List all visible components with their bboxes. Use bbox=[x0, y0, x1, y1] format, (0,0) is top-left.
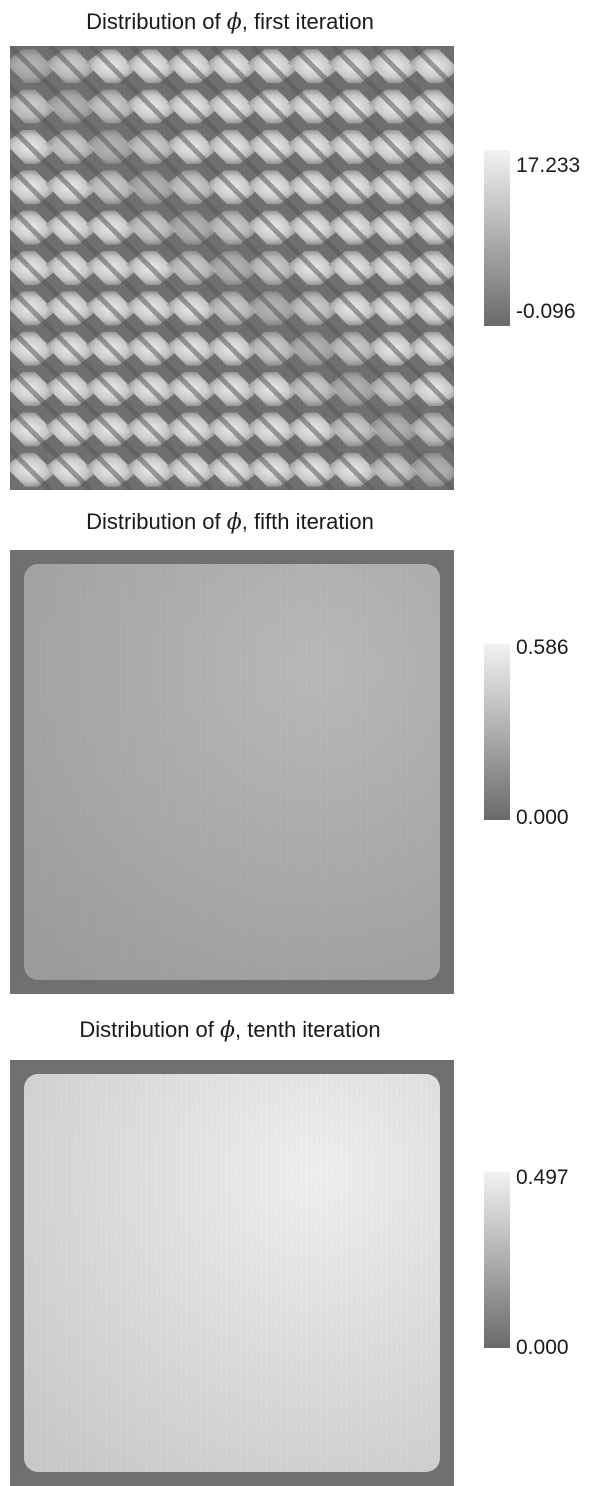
heatmap-field bbox=[10, 1060, 454, 1486]
colorbar-min-label: 0.000 bbox=[516, 806, 569, 829]
panel-tenth-iteration: Distribution of ϕ, tenth iteration 0.497… bbox=[0, 1000, 595, 1486]
phi-symbol: ϕ bbox=[220, 1018, 236, 1043]
heatmap-plot bbox=[10, 1060, 454, 1486]
diagonal-band bbox=[10, 405, 93, 490]
diagonal-band bbox=[88, 46, 454, 413]
panel-fifth-iteration: Distribution of ϕ, fifth iteration 0.586… bbox=[0, 500, 595, 994]
diagonal-band bbox=[331, 46, 454, 171]
panel-first-iteration: Distribution of ϕ, first iteration 17.23… bbox=[0, 0, 595, 490]
diagonal-band bbox=[10, 163, 335, 490]
diagonal-band bbox=[250, 46, 454, 252]
heatmap-field bbox=[10, 550, 454, 994]
diagonal-band bbox=[10, 244, 254, 490]
diagonal-band bbox=[10, 284, 214, 490]
field-interior bbox=[24, 1074, 440, 1472]
diagonal-band bbox=[10, 203, 295, 490]
colorbar bbox=[484, 150, 510, 326]
colorbar-max-label: 0.586 bbox=[516, 636, 569, 659]
colorbar-max-label: 17.233 bbox=[516, 154, 581, 177]
chart-title: Distribution of ϕ, tenth iteration bbox=[0, 1016, 460, 1045]
title-suffix: , tenth iteration bbox=[235, 1017, 381, 1042]
title-prefix: Distribution of bbox=[86, 9, 227, 34]
chart-title: Distribution of ϕ, fifth iteration bbox=[0, 508, 460, 537]
phi-symbol: ϕ bbox=[226, 510, 242, 535]
title-suffix: , first iteration bbox=[241, 9, 374, 34]
heatmap-plot bbox=[10, 46, 454, 490]
colorbar-min-label: 0.000 bbox=[516, 1336, 569, 1359]
diagonal-band bbox=[10, 82, 416, 490]
colorbar bbox=[484, 1172, 510, 1348]
diagonal-band bbox=[10, 46, 454, 490]
diagonal-band bbox=[290, 46, 454, 211]
diagonal-band bbox=[48, 46, 454, 454]
colorbar bbox=[484, 644, 510, 820]
colorbar-min-label: -0.096 bbox=[516, 300, 576, 323]
diagonal-band bbox=[129, 46, 454, 373]
heatmap-cells bbox=[10, 46, 454, 490]
diagonal-band bbox=[10, 365, 133, 490]
diagonal-band bbox=[10, 123, 376, 490]
colorbar-max-label: 0.497 bbox=[516, 1166, 569, 1189]
heatmap-plot bbox=[10, 550, 454, 994]
diagonal-band bbox=[10, 325, 174, 490]
diagonal-band bbox=[210, 46, 454, 292]
title-prefix: Distribution of bbox=[79, 1017, 221, 1042]
title-prefix: Distribution of bbox=[86, 509, 227, 534]
field-interior bbox=[24, 564, 440, 980]
diagonal-band bbox=[371, 46, 454, 131]
title-suffix: , fifth iteration bbox=[241, 509, 374, 534]
chart-title: Distribution of ϕ, first iteration bbox=[0, 8, 460, 37]
phi-symbol: ϕ bbox=[226, 10, 242, 35]
diagonal-band bbox=[169, 46, 454, 333]
